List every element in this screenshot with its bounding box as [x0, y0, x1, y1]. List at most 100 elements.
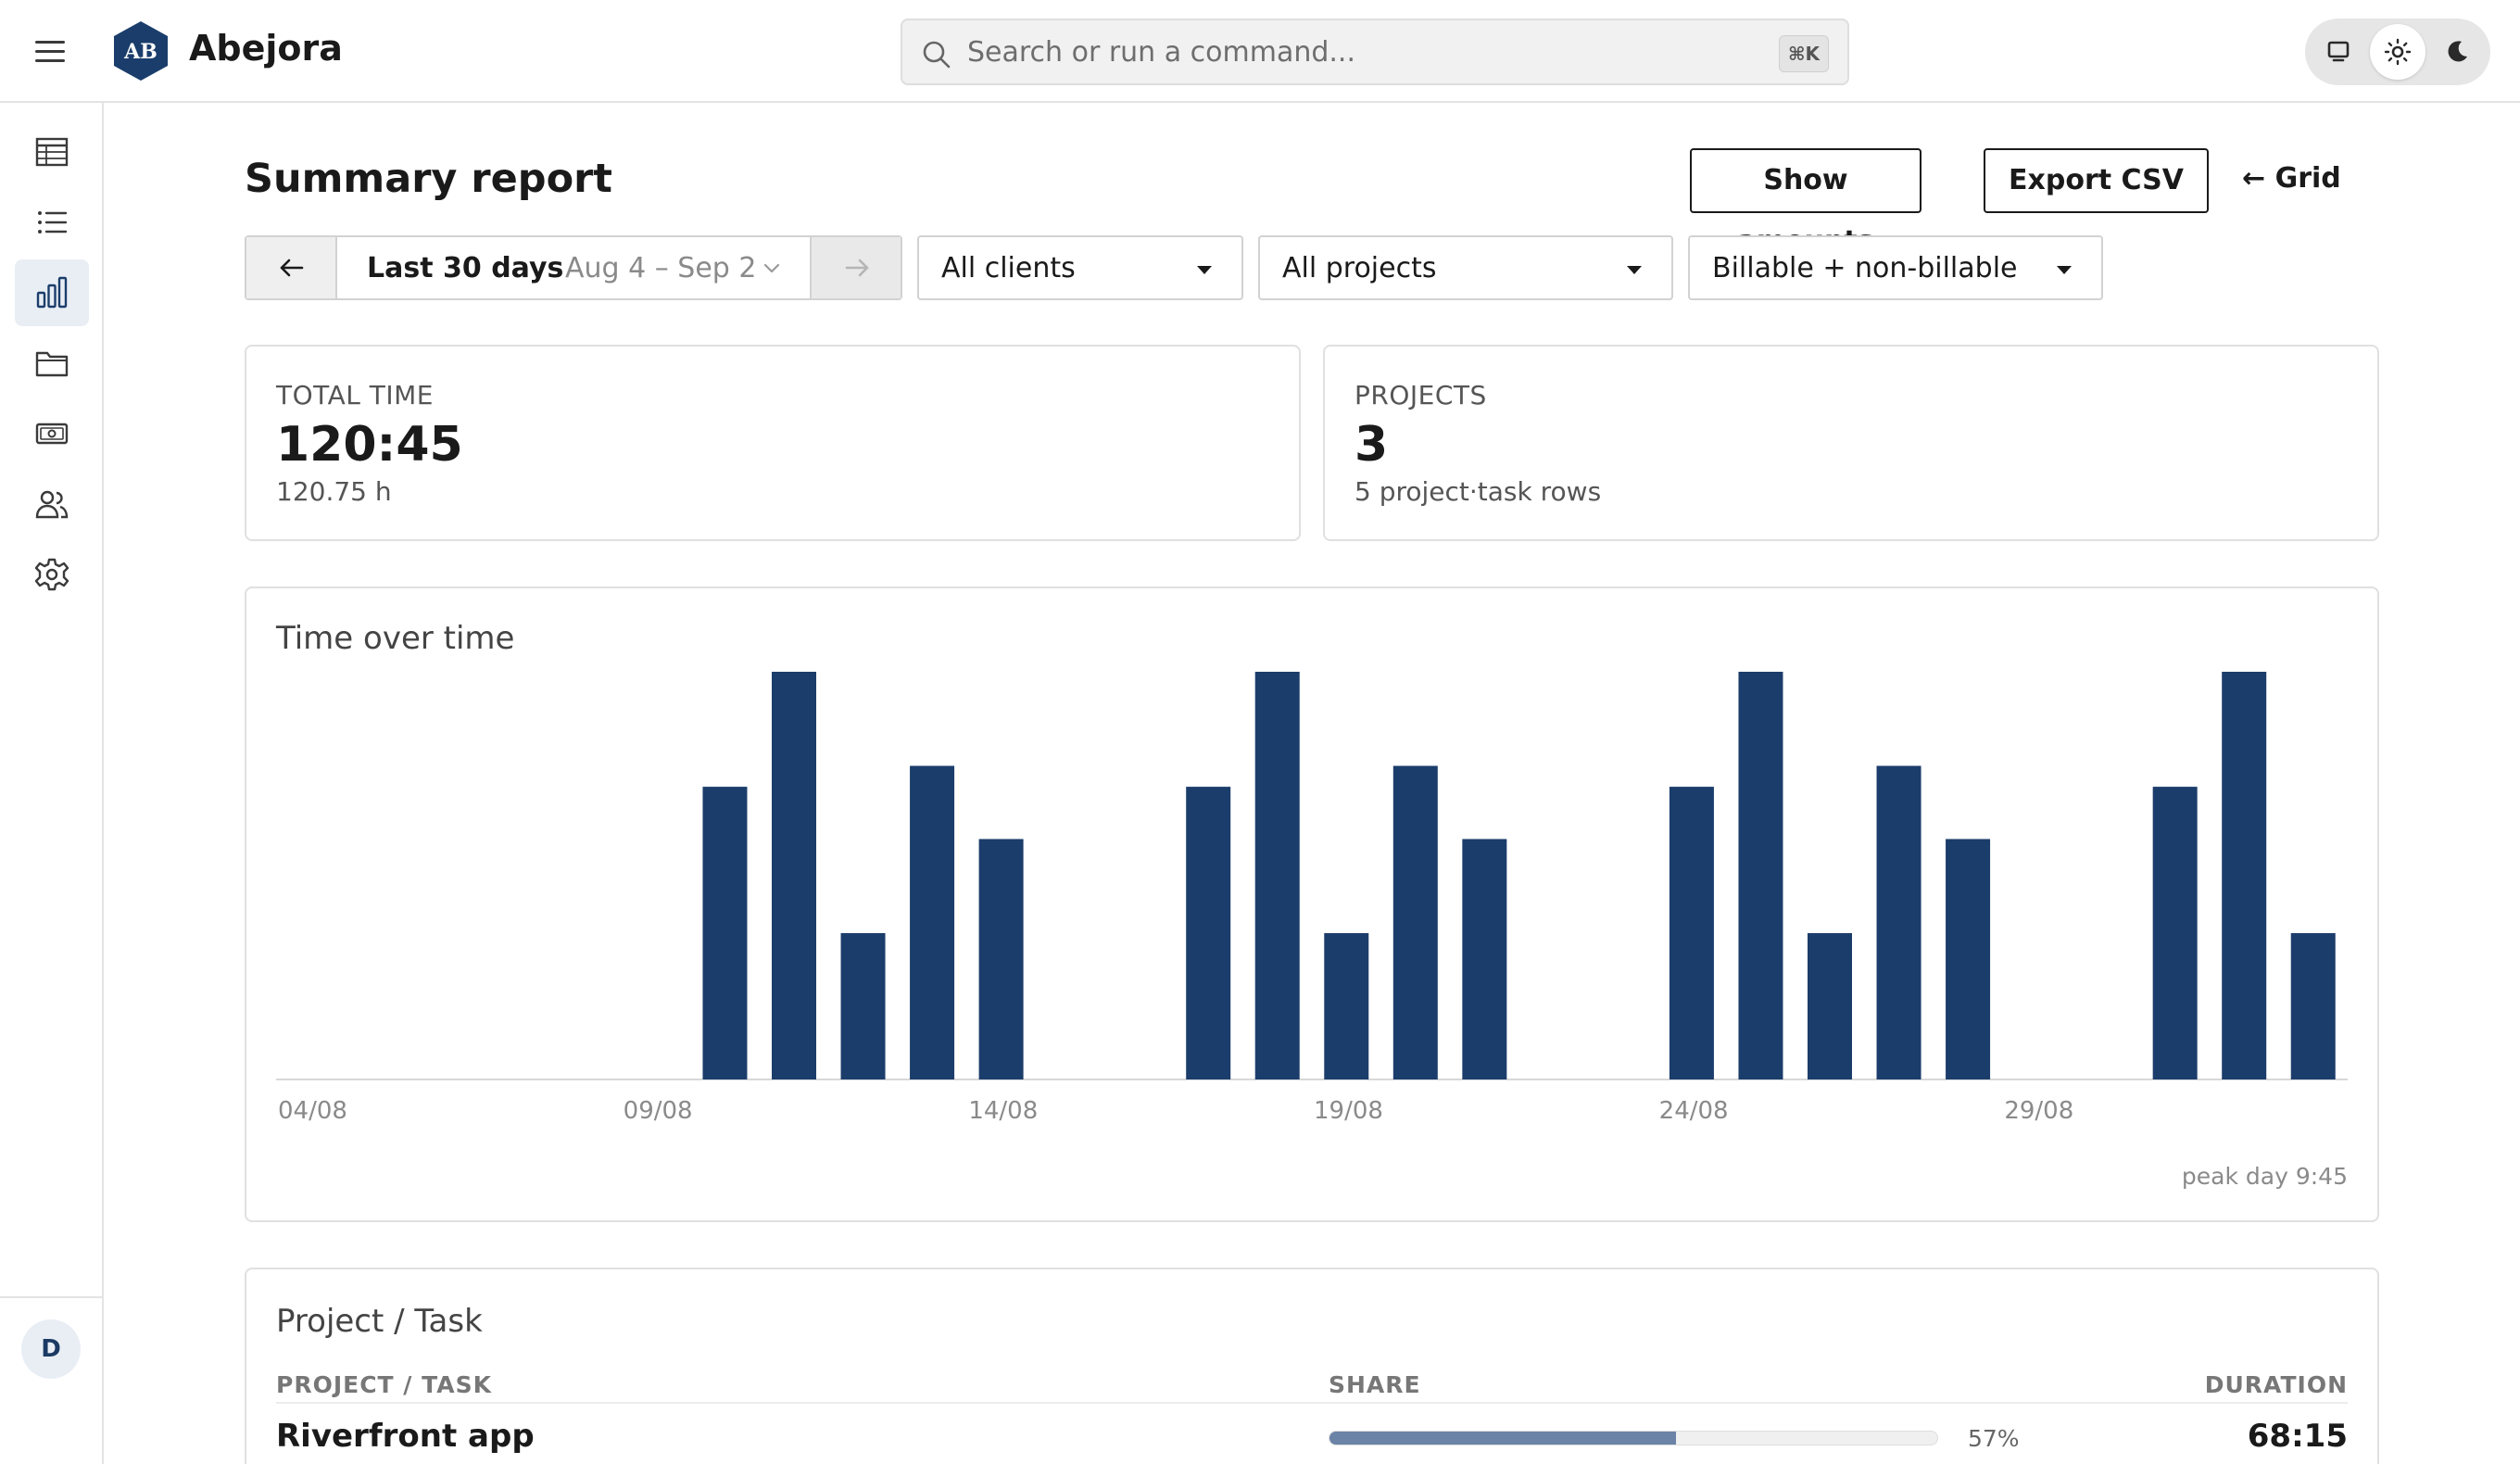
- project-select-value: All projects: [1282, 252, 1437, 284]
- bar-chart-icon: [36, 276, 68, 309]
- project-select[interactable]: All projects: [1258, 235, 1673, 300]
- x-tick-label: 09/08: [624, 1097, 693, 1125]
- x-tick-label: 19/08: [1314, 1097, 1383, 1125]
- chart-bar-19-08[interactable]: [1324, 933, 1369, 1079]
- monitor-icon: [2327, 41, 2350, 62]
- table-title: Project / Task: [276, 1303, 483, 1340]
- list-icon: [38, 211, 68, 233]
- theme-light-button[interactable]: [2370, 24, 2426, 80]
- search-icon: [923, 41, 951, 69]
- total-time-hours: 120.75 h: [276, 476, 392, 507]
- money-icon: [35, 423, 69, 445]
- x-tick-label: 29/08: [2004, 1097, 2073, 1125]
- header-divider: [276, 1402, 2348, 1404]
- chevron-down-icon[interactable]: [762, 259, 782, 278]
- chart-bar-02-09[interactable]: [2290, 933, 2336, 1079]
- users-icon: [35, 490, 69, 519]
- chart-bar-17-08[interactable]: [1186, 787, 1231, 1079]
- chart-bar-27-08[interactable]: [1876, 765, 1922, 1079]
- peak-day-annotation: peak day 9:45: [2181, 1163, 2348, 1190]
- projects-value: 3: [1354, 417, 1389, 473]
- show-amounts-button[interactable]: Show amounts: [1690, 148, 1922, 258]
- chart-bar-21-08[interactable]: [1462, 839, 1507, 1079]
- chart-bar-25-08[interactable]: [1738, 672, 1783, 1079]
- column-header-duration[interactable]: DURATION: [2204, 1371, 2348, 1398]
- share-bar: [1329, 1431, 1938, 1445]
- logo-text: AB: [123, 40, 158, 64]
- previous-period-button[interactable]: [246, 237, 337, 298]
- column-header-share[interactable]: SHARE: [1329, 1371, 1421, 1398]
- theme-toggle: [2305, 19, 2490, 85]
- billable-select[interactable]: Billable + non-billable: [1688, 235, 2103, 300]
- moon-icon: [2448, 41, 2467, 62]
- row-project-name[interactable]: Riverfront app: [276, 1418, 535, 1455]
- menu-icon[interactable]: [35, 41, 65, 63]
- row-duration: 68:15: [2247, 1418, 2348, 1455]
- chart-bar-20-08[interactable]: [1392, 765, 1438, 1079]
- sidebar-item-timesheet[interactable]: [15, 119, 89, 185]
- total-time-value: 120:45: [276, 417, 463, 473]
- search-input[interactable]: Search or run a command... ⌘K: [901, 19, 1849, 85]
- chart-bar-10-08[interactable]: [702, 787, 748, 1079]
- table-icon: [35, 137, 69, 167]
- project-task-card: Project / Task PROJECT / TASK SHARE DURA…: [245, 1268, 2379, 1464]
- x-tick-label: 04/08: [278, 1097, 347, 1125]
- sidebar-item-team[interactable]: [15, 471, 89, 537]
- projects-rows: 5 project·task rows: [1354, 476, 1602, 507]
- chart-bar-18-08[interactable]: [1254, 672, 1300, 1079]
- sun-icon: [2384, 38, 2412, 66]
- export-csv-button[interactable]: Export CSV: [1984, 148, 2209, 213]
- next-period-button[interactable]: [810, 237, 901, 298]
- sidebar: D: [0, 103, 104, 1464]
- page-title: Summary report: [245, 156, 612, 202]
- share-percent: 57%: [1968, 1425, 2020, 1452]
- date-range-picker: Last 30 days Aug 4 – Sep 2: [245, 235, 902, 300]
- chart-bar-24-08[interactable]: [1669, 787, 1714, 1079]
- column-header-project-task[interactable]: PROJECT / TASK: [276, 1371, 492, 1398]
- chart-title: Time over time: [276, 620, 515, 657]
- caret-down-icon: [1197, 266, 1212, 274]
- client-select-value: All clients: [941, 252, 1076, 284]
- projects-card: PROJECTS 3 5 project·task rows: [1323, 345, 2379, 541]
- chart-bar-01-09[interactable]: [2222, 672, 2267, 1079]
- grid-view-button[interactable]: ← Grid: [2242, 162, 2341, 195]
- date-range-label[interactable]: Last 30 days: [367, 252, 564, 284]
- chart-bar-13-08[interactable]: [910, 765, 955, 1079]
- client-select[interactable]: All clients: [917, 235, 1243, 300]
- projects-label: PROJECTS: [1354, 380, 1487, 410]
- gear-icon: [34, 558, 69, 591]
- sidebar-item-settings[interactable]: [15, 541, 89, 608]
- chart-bar-28-08[interactable]: [1946, 839, 1991, 1079]
- caret-down-icon: [1627, 266, 1642, 274]
- theme-system-button[interactable]: [2311, 24, 2366, 80]
- sidebar-item-entries[interactable]: [15, 189, 89, 256]
- x-tick-label: 24/08: [1659, 1097, 1729, 1125]
- avatar[interactable]: D: [21, 1319, 81, 1379]
- sidebar-item-reports[interactable]: [15, 259, 89, 326]
- share-bar-fill: [1329, 1432, 1676, 1445]
- arrow-right-icon: [845, 259, 869, 277]
- date-range-dates[interactable]: Aug 4 – Sep 2: [565, 252, 757, 284]
- time-chart-card: Time over time 04/08 09/08 14/08 19/08 24/08…: [245, 587, 2379, 1222]
- app-name: Abejora: [189, 28, 343, 69]
- top-bar: AB Abejora Search or run a command... ⌘K: [0, 0, 2520, 103]
- arrow-left-icon: [280, 259, 304, 277]
- chart-bar-14-08[interactable]: [978, 839, 1024, 1079]
- chart-bar-11-08[interactable]: [772, 672, 816, 1079]
- sidebar-item-invoices[interactable]: [15, 400, 89, 467]
- chart-bar-31-08[interactable]: [2152, 787, 2198, 1079]
- sidebar-item-projects[interactable]: [15, 330, 89, 397]
- time-bar-chart: 04/08 09/08 14/08 19/08 24/08 29/08: [276, 672, 2348, 1125]
- chart-bar-26-08[interactable]: [1808, 933, 1852, 1079]
- theme-dark-button[interactable]: [2429, 24, 2485, 80]
- total-time-card: TOTAL TIME 120:45 120.75 h: [245, 345, 1301, 541]
- shortcut-badge: ⌘K: [1778, 35, 1829, 72]
- search-placeholder: Search or run a command...: [967, 36, 1355, 69]
- caret-down-icon: [2057, 266, 2072, 274]
- total-time-label: TOTAL TIME: [276, 380, 434, 410]
- folder-icon: [35, 351, 69, 377]
- chart-bar-12-08[interactable]: [840, 933, 886, 1079]
- billable-select-value: Billable + non-billable: [1712, 252, 2018, 284]
- sidebar-divider: [0, 1296, 102, 1298]
- logo: AB: [114, 21, 168, 81]
